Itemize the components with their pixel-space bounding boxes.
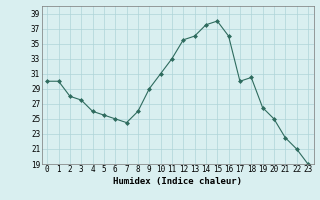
X-axis label: Humidex (Indice chaleur): Humidex (Indice chaleur) [113, 177, 242, 186]
